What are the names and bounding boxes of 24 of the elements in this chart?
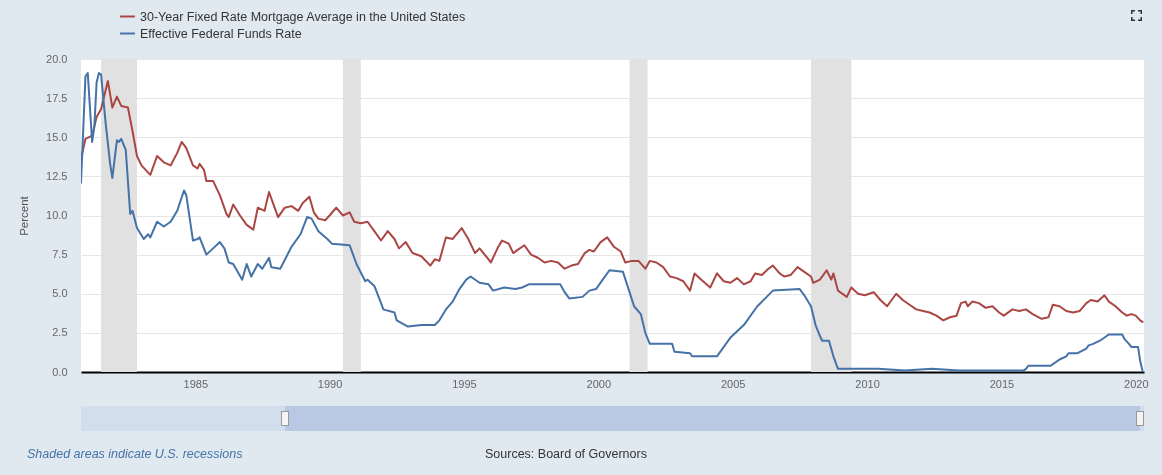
x-tick-label: 2020 bbox=[1124, 377, 1149, 390]
x-tick-label: 1995 bbox=[452, 377, 477, 390]
line-series bbox=[81, 72, 1144, 372]
y-tick-label: 2.5 bbox=[52, 326, 68, 339]
x-tick-label: 1985 bbox=[183, 377, 208, 390]
y-tick-label: 20.0 bbox=[46, 52, 68, 65]
x-tick-label: 2000 bbox=[586, 377, 612, 390]
source-note: Sources: Board of Governors bbox=[485, 446, 647, 462]
x-tick-label: 2015 bbox=[989, 377, 1015, 390]
y-tick-label: 10.0 bbox=[46, 209, 68, 221]
y-tick-label: 7.5 bbox=[52, 248, 68, 261]
y-tick-label: 0.0 bbox=[52, 365, 68, 378]
line-series bbox=[81, 79, 1144, 323]
y-tick-label: 12.5 bbox=[46, 169, 68, 182]
text: Shaded areas indicate U.S. recessions bbox=[27, 446, 243, 462]
y-tick-label: 5.0 bbox=[52, 287, 68, 300]
legend-label: Effective Federal Funds Rate bbox=[140, 26, 302, 41]
y-axis-title: Percent bbox=[18, 195, 31, 236]
x-tick-label: 1990 bbox=[317, 377, 343, 390]
y-tick-label: 17.5 bbox=[46, 91, 68, 104]
x-tick-label: 2005 bbox=[720, 377, 746, 390]
y-tick-label: 15.0 bbox=[46, 130, 68, 143]
x-tick-label: 2010 bbox=[855, 377, 880, 390]
legend-label: 30-Year Fixed Rate Mortgage Average in the United States bbox=[140, 9, 466, 24]
